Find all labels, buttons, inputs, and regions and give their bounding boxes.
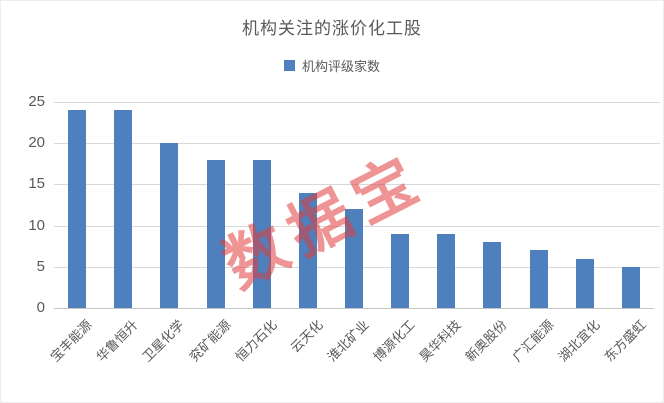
bar xyxy=(252,159,271,308)
gridline xyxy=(54,143,660,145)
bar xyxy=(298,192,317,308)
chart-title: 机构关注的涨价化工股 xyxy=(242,19,422,38)
bar xyxy=(114,110,133,308)
bar xyxy=(345,209,363,308)
bar xyxy=(206,159,225,308)
bar xyxy=(160,143,179,308)
bar xyxy=(529,250,548,308)
bar xyxy=(483,242,502,308)
y-axis-tick-label: 0 xyxy=(36,299,45,316)
bar xyxy=(437,233,456,308)
bar xyxy=(68,110,87,308)
gridline xyxy=(54,184,660,186)
y-axis-tick-label: 10 xyxy=(28,216,45,234)
y-axis-tick-label: 25 xyxy=(28,93,45,110)
legend-swatch-icon xyxy=(283,60,295,71)
bar xyxy=(621,266,640,308)
bar xyxy=(575,258,594,308)
y-axis-tick-label: 20 xyxy=(28,134,45,152)
y-axis-tick-label: 15 xyxy=(28,175,45,193)
y-axis-tick-label: 5 xyxy=(36,257,45,275)
gridline xyxy=(54,102,660,103)
legend: 机构评级家数 xyxy=(1,56,663,75)
bar xyxy=(391,233,410,308)
legend-label: 机构评级家数 xyxy=(301,59,380,74)
plot-area xyxy=(54,102,660,309)
